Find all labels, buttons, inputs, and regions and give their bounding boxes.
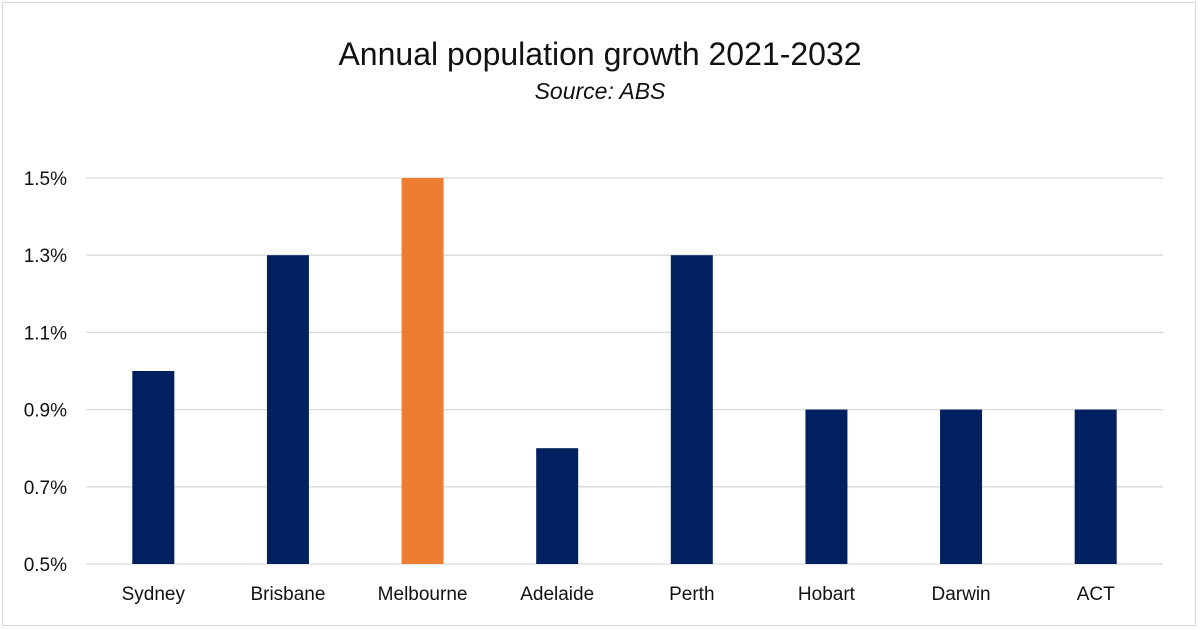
gridlines: [86, 177, 1163, 565]
y-tick-label: 1.5%: [24, 169, 67, 190]
bar-brisbane: [266, 255, 309, 564]
bar-sydney: [132, 371, 175, 564]
chart-subtitle: Source: ABS: [534, 78, 666, 104]
x-tick-label: Melbourne: [378, 584, 468, 605]
y-tick-label: 0.9%: [24, 401, 67, 422]
y-tick-label: 1.3%: [24, 246, 67, 267]
x-tick-label: Hobart: [798, 584, 856, 605]
y-axis-tick-labels: 0.5% 0.7% 0.9% 1.1% 1.3% 1.5%: [24, 169, 67, 576]
y-tick-label: 1.1%: [24, 323, 67, 344]
x-tick-label: Darwin: [932, 584, 991, 605]
bar-act: [1074, 409, 1117, 564]
bars: [132, 178, 1117, 564]
bar-hobart: [805, 409, 848, 564]
bar-perth: [670, 255, 713, 564]
x-tick-label: Adelaide: [520, 584, 594, 605]
x-tick-label: Perth: [669, 584, 714, 605]
x-tick-label: Sydney: [122, 584, 186, 605]
x-tick-label: ACT: [1077, 584, 1115, 605]
x-tick-label: Brisbane: [250, 584, 325, 605]
x-axis-tick-labels: Sydney Brisbane Melbourne Adelaide Perth Hoba…: [122, 584, 1115, 605]
bar-melbourne: [401, 178, 444, 564]
bar-darwin: [940, 409, 983, 564]
y-tick-label: 0.5%: [24, 555, 67, 576]
chart-title: Annual population growth 2021-2032: [338, 36, 862, 72]
bar-adelaide: [536, 448, 579, 564]
y-tick-label: 0.7%: [24, 478, 67, 499]
